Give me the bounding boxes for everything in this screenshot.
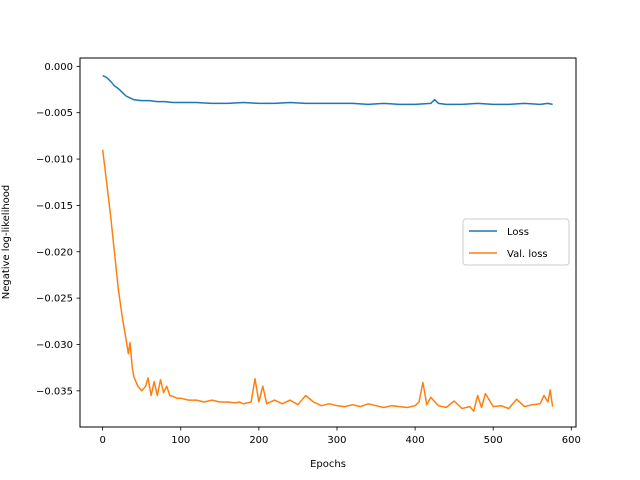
y-tick-label: −0.025 [36,294,73,305]
x-tick-label: 100 [171,435,190,446]
series-line-loss [102,74,553,106]
x-axis: 0 100 200 300 400 500 600 [99,427,581,446]
y-tick-label: −0.020 [36,247,73,258]
x-tick-label: 300 [327,435,346,446]
x-tick-label: 0 [99,435,105,446]
y-axis-label: Negative log-likelihood [1,185,12,300]
y-tick-label: −0.015 [36,201,73,212]
x-tick-label: 200 [249,435,268,446]
x-tick-label: 400 [406,435,425,446]
legend-label-val-loss: Val. loss [507,249,548,260]
y-axis: 0.000 −0.005 −0.010 −0.015 −0.020 −0.025 −0.03… [36,62,80,397]
x-tick-label: 500 [484,435,503,446]
series-layer [101,74,554,412]
series-line-val-loss [101,149,554,412]
legend: Loss Val. loss [462,218,570,266]
y-tick-label: −0.010 [36,155,73,166]
y-tick-label: −0.035 [36,386,73,397]
y-tick-label: −0.005 [36,108,73,119]
x-tick-label: 600 [562,435,581,446]
legend-label-loss: Loss [507,227,529,238]
x-axis-label: Epochs [310,459,346,470]
y-tick-label: 0.000 [44,62,73,73]
plot-frame [79,57,577,428]
y-tick-label: −0.030 [36,340,73,351]
